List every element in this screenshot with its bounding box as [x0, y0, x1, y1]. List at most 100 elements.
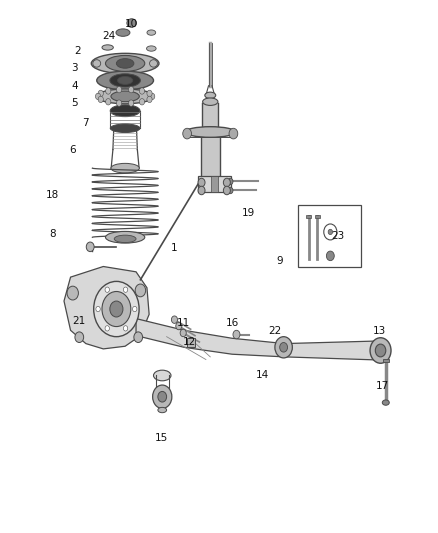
Ellipse shape — [127, 19, 137, 27]
Circle shape — [95, 93, 101, 100]
Ellipse shape — [185, 127, 235, 138]
Text: 6: 6 — [69, 144, 76, 155]
Circle shape — [98, 96, 103, 102]
Circle shape — [134, 332, 143, 343]
Ellipse shape — [102, 45, 113, 50]
Ellipse shape — [117, 76, 133, 84]
Bar — [211, 176, 218, 192]
Circle shape — [139, 99, 145, 105]
Ellipse shape — [106, 55, 145, 71]
Circle shape — [124, 326, 128, 331]
Text: 12: 12 — [183, 337, 196, 347]
Circle shape — [106, 99, 111, 105]
Text: 8: 8 — [49, 229, 56, 239]
Circle shape — [139, 88, 145, 94]
Circle shape — [370, 338, 391, 364]
Circle shape — [233, 330, 240, 339]
Ellipse shape — [111, 91, 139, 102]
Text: 4: 4 — [71, 81, 78, 91]
Circle shape — [180, 329, 186, 337]
Ellipse shape — [110, 124, 140, 133]
Text: 19: 19 — [242, 208, 255, 219]
Ellipse shape — [203, 98, 218, 106]
Circle shape — [133, 306, 137, 312]
Circle shape — [183, 128, 191, 139]
Circle shape — [105, 326, 110, 331]
Circle shape — [280, 343, 288, 352]
Ellipse shape — [106, 231, 145, 243]
Text: 23: 23 — [331, 231, 344, 241]
Circle shape — [223, 186, 230, 195]
Bar — [187, 338, 195, 348]
Circle shape — [228, 187, 233, 193]
Ellipse shape — [150, 60, 157, 67]
Ellipse shape — [97, 71, 153, 90]
Circle shape — [67, 286, 78, 300]
Ellipse shape — [116, 29, 130, 36]
Ellipse shape — [153, 370, 171, 381]
Circle shape — [94, 281, 139, 337]
Text: 9: 9 — [277, 256, 283, 266]
Circle shape — [375, 344, 386, 357]
Ellipse shape — [91, 53, 159, 74]
Ellipse shape — [110, 74, 141, 87]
Ellipse shape — [110, 105, 140, 117]
Ellipse shape — [117, 59, 134, 68]
Circle shape — [171, 316, 177, 324]
Circle shape — [326, 251, 334, 261]
Text: 10: 10 — [125, 19, 138, 29]
Text: 11: 11 — [177, 318, 190, 328]
Circle shape — [176, 322, 182, 330]
Ellipse shape — [147, 30, 155, 35]
Circle shape — [152, 385, 172, 408]
Circle shape — [229, 128, 238, 139]
Circle shape — [128, 100, 134, 106]
Circle shape — [275, 337, 292, 358]
Text: 22: 22 — [268, 326, 282, 336]
Ellipse shape — [93, 60, 101, 67]
Text: 1: 1 — [171, 243, 178, 253]
Bar — [306, 215, 311, 217]
Circle shape — [128, 86, 134, 93]
Text: 3: 3 — [71, 63, 78, 73]
Circle shape — [135, 284, 146, 297]
Ellipse shape — [97, 89, 153, 104]
Ellipse shape — [205, 92, 216, 99]
Text: 18: 18 — [46, 190, 59, 200]
Text: 17: 17 — [376, 381, 389, 391]
Circle shape — [150, 93, 155, 100]
Ellipse shape — [114, 235, 136, 243]
Circle shape — [198, 186, 205, 195]
Ellipse shape — [147, 46, 156, 51]
Ellipse shape — [382, 400, 389, 405]
Circle shape — [105, 287, 110, 293]
Text: 14: 14 — [256, 370, 269, 381]
Polygon shape — [201, 137, 220, 176]
Circle shape — [102, 292, 131, 327]
Circle shape — [147, 90, 152, 96]
Ellipse shape — [158, 407, 166, 413]
Circle shape — [117, 86, 122, 93]
Circle shape — [75, 332, 84, 343]
Ellipse shape — [111, 164, 139, 173]
Circle shape — [106, 88, 111, 94]
Text: 24: 24 — [102, 31, 116, 42]
Circle shape — [328, 229, 332, 235]
Bar — [198, 176, 231, 192]
Polygon shape — [202, 103, 218, 131]
Polygon shape — [136, 319, 381, 360]
Circle shape — [98, 90, 103, 96]
Circle shape — [117, 100, 122, 106]
Text: 13: 13 — [373, 326, 386, 336]
Circle shape — [223, 178, 230, 187]
Circle shape — [228, 178, 233, 184]
Circle shape — [96, 306, 100, 312]
Bar — [297, 205, 361, 266]
Text: 15: 15 — [155, 433, 168, 443]
Circle shape — [158, 391, 166, 402]
Bar — [383, 359, 389, 362]
Text: 21: 21 — [73, 316, 86, 326]
Circle shape — [86, 242, 94, 252]
Polygon shape — [64, 266, 149, 349]
Circle shape — [110, 301, 123, 317]
